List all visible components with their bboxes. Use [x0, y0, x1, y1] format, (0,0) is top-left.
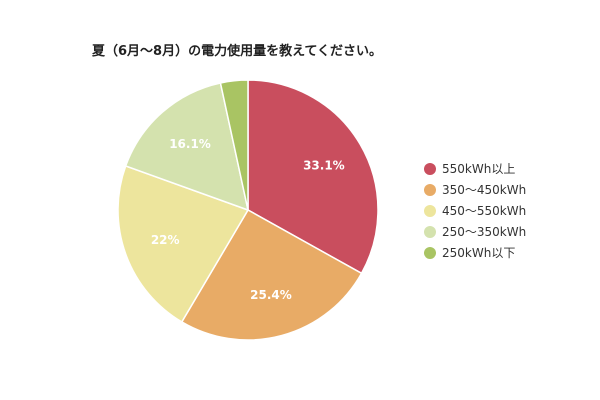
legend-item[interactable]: 250kWh以下: [424, 242, 526, 263]
legend-label: 350〜450kWh: [442, 183, 527, 197]
pie-slice[interactable]: [219, 79, 249, 211]
legend-swatch: [424, 204, 436, 217]
pie-slice[interactable]: [247, 79, 379, 275]
legend-label: 250kWh以下: [442, 246, 516, 260]
pie-slice[interactable]: [117, 165, 250, 323]
pie-slice[interactable]: [124, 82, 250, 212]
pie-slice[interactable]: [180, 208, 363, 341]
slice-label: 16.1%: [169, 137, 211, 151]
legend-swatch: [424, 225, 436, 238]
legend: 550kWh以上 350〜450kWh 450〜550kWh 250〜350kW…: [424, 158, 526, 263]
chart-title: 夏（6月〜8月）の電力使用量を教えてください。: [92, 44, 383, 59]
legend-label: 250〜350kWh: [442, 225, 527, 239]
slice-label: 33.1%: [303, 158, 345, 172]
legend-item[interactable]: 550kWh以上: [424, 158, 526, 179]
legend-label: 450〜550kWh: [442, 204, 527, 218]
slice-label: 25.4%: [250, 288, 292, 302]
legend-swatch: [424, 162, 436, 175]
legend-item[interactable]: 250〜350kWh: [424, 221, 526, 242]
legend-item[interactable]: 450〜550kWh: [424, 200, 526, 221]
slice-label: 22%: [151, 233, 180, 247]
legend-swatch: [424, 246, 436, 259]
legend-label: 550kWh以上: [442, 162, 516, 176]
legend-item[interactable]: 350〜450kWh: [424, 179, 526, 200]
legend-swatch: [424, 183, 436, 196]
